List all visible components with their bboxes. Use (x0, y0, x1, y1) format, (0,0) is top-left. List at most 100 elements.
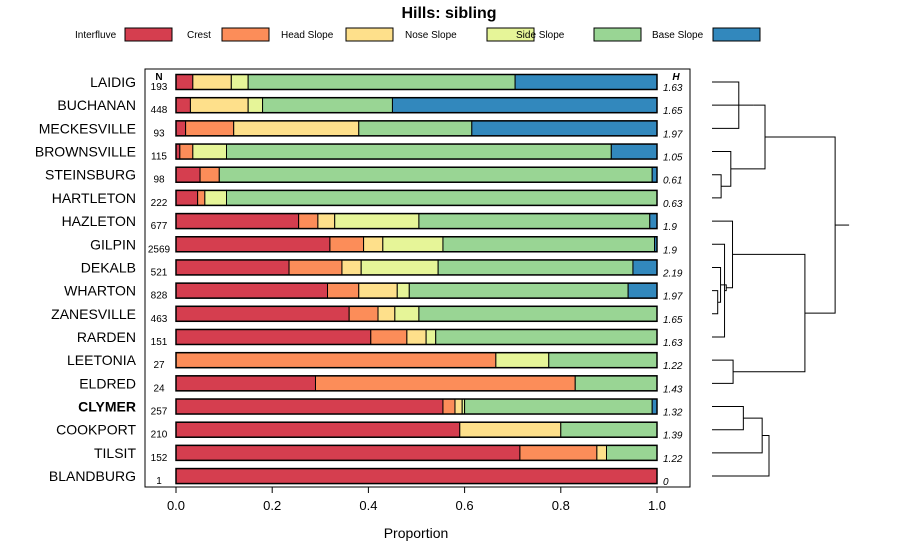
bar-segment-base-slope (471, 120, 658, 137)
bar-outline (175, 143, 658, 160)
bar-segment-interfluve (175, 305, 350, 322)
bar-segment-side-slope (226, 143, 612, 160)
row-label: HARTLETON (52, 190, 136, 206)
bar-segment-crest (314, 375, 576, 392)
n-label: 677 (151, 221, 168, 232)
h-label: 1.22 (663, 361, 683, 372)
bar-segment-crest (197, 189, 206, 206)
x-tick-label: 1.0 (648, 498, 666, 513)
row-rarden: RARDEN 151 1.63 (77, 328, 683, 349)
bar-segment-head-slope (189, 97, 249, 114)
bar-segment-head-slope (363, 236, 384, 253)
h-label: 1.43 (663, 384, 683, 395)
n-label: 448 (151, 105, 168, 116)
legend-swatch-3 (486, 27, 535, 42)
bar-outline (175, 375, 658, 392)
bar-segment-side-slope (435, 328, 658, 345)
bar-segment-side-slope (262, 97, 393, 114)
bar-segment-interfluve (175, 97, 191, 114)
legend-swatch-4 (593, 27, 642, 42)
bar-segment-side-slope (418, 305, 658, 322)
row-label: CLYMER (78, 399, 136, 415)
row-label: BROWNSVILLE (35, 144, 136, 160)
bar-segment-side-slope (408, 282, 629, 299)
dendrogram-branch (712, 290, 719, 315)
n-label: 115 (151, 152, 167, 163)
h-label: 0.61 (663, 176, 682, 187)
dendrogram-branch (720, 284, 727, 292)
h-label: 0.63 (663, 199, 683, 210)
bar-segment-head-slope (377, 305, 396, 322)
row-label: LEETONIA (67, 352, 137, 368)
legend-label-5: Base Slope (652, 30, 704, 41)
legend-swatch-2 (345, 27, 394, 42)
bar-segment-nose-slope (360, 259, 439, 276)
row-cookport: COOKPORT 210 1.39 (56, 421, 683, 442)
bar-segment-side-slope (560, 421, 658, 438)
bar-segment-head-slope (454, 398, 463, 415)
bar-segment-interfluve (175, 421, 461, 438)
bar-outline (175, 398, 658, 415)
h-label: 1.39 (663, 431, 683, 442)
bar-segment-nose-slope (204, 189, 228, 206)
x-axis-title: Proportion (384, 525, 449, 541)
bar-segment-head-slope (459, 421, 562, 438)
bar-segment-crest (298, 213, 319, 230)
x-tick-label: 0.4 (359, 498, 377, 513)
n-label: 828 (151, 291, 168, 302)
bar-segment-head-slope (233, 120, 360, 137)
h-label: 1.65 (663, 315, 683, 326)
n-label: 210 (151, 430, 168, 441)
bar-segment-interfluve (175, 328, 372, 345)
legend-label-4: Side Slope (516, 30, 565, 41)
row-wharton: WHARTON 828 1.97 (64, 282, 683, 303)
row-label: STEINSBURG (45, 167, 136, 183)
x-tick-label: 0.8 (552, 498, 570, 513)
row-label: GILPIN (90, 236, 136, 252)
bar-segment-base-slope (632, 259, 658, 276)
legend-label-1: Crest (187, 30, 211, 41)
bar-segment-interfluve (175, 166, 201, 183)
row-label: TILSIT (94, 445, 136, 461)
bar-segment-crest (179, 143, 194, 160)
bar-segment-side-slope (437, 259, 634, 276)
x-tick-label: 0.6 (456, 498, 474, 513)
bar-outline (175, 305, 658, 323)
row-dekalb: DEKALB 521 2.19 (81, 259, 683, 279)
dendrogram-branch (712, 220, 734, 289)
bar-segment-crest (175, 352, 497, 369)
bar-segment-nose-slope (230, 74, 249, 90)
row-label: DEKALB (81, 259, 136, 275)
dendrogram-branch (712, 417, 763, 454)
bar-outline (175, 351, 658, 369)
bar-segment-nose-slope (495, 352, 550, 369)
row-label: COOKPORT (56, 422, 136, 438)
row-label: RARDEN (77, 329, 136, 345)
row-brownsville: BROWNSVILLE 115 1.05 (35, 143, 683, 164)
bar-segment-side-slope (548, 352, 658, 369)
row-blandburg: BLANDBURG 1 0 (49, 467, 669, 488)
row-meckesville: MECKESVILLE 93 1.97 (39, 120, 683, 140)
bar-segment-side-slope (605, 444, 658, 461)
bar-segment-interfluve (175, 282, 329, 299)
bar-segment-base-slope (514, 74, 658, 90)
h-label: 1.9 (663, 222, 677, 233)
plot-frame (144, 68, 691, 488)
bar-outline (175, 236, 658, 253)
n-label: 463 (151, 314, 168, 325)
row-label: HAZLETON (62, 213, 136, 229)
bar-outline (175, 259, 658, 276)
n-label: 193 (151, 82, 168, 93)
bar-segment-base-slope (627, 282, 658, 299)
bar-outline (175, 189, 658, 207)
row-label: BLANDBURG (49, 468, 136, 484)
n-label: 152 (151, 453, 168, 464)
bar-segment-interfluve (175, 189, 199, 206)
bar-segment-interfluve (175, 236, 331, 253)
bar-segment-nose-slope (425, 328, 437, 345)
bar-segment-interfluve (175, 398, 444, 415)
row-eldred: ELDRED 24 1.43 (79, 375, 683, 395)
x-axis: 0.0 0.2 0.4 0.6 0.8 1.0 (167, 487, 666, 513)
legend-swatch-5 (712, 27, 761, 42)
